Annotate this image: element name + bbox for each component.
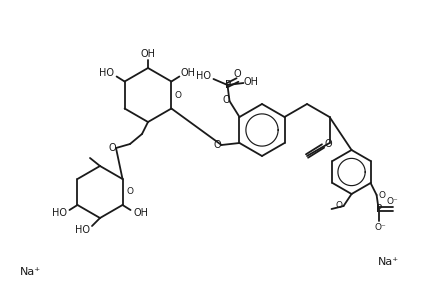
Text: P: P: [376, 204, 383, 214]
Text: OH: OH: [133, 208, 148, 218]
Text: O⁻: O⁻: [387, 198, 399, 207]
Text: Na⁺: Na⁺: [20, 267, 41, 277]
Text: O: O: [234, 69, 241, 79]
Text: P: P: [225, 80, 232, 90]
Text: O: O: [126, 187, 133, 196]
Text: OH: OH: [244, 77, 259, 87]
Text: O: O: [324, 139, 332, 149]
Text: HO: HO: [196, 71, 211, 81]
Text: Na⁺: Na⁺: [378, 257, 399, 267]
Text: OH: OH: [181, 68, 196, 79]
Text: O: O: [175, 91, 182, 100]
Text: HO: HO: [52, 208, 67, 218]
Text: O⁻: O⁻: [375, 222, 386, 231]
Text: O: O: [335, 202, 342, 210]
Text: O: O: [378, 190, 385, 199]
Text: HO: HO: [75, 225, 89, 235]
Text: O: O: [214, 140, 221, 150]
Text: HO: HO: [99, 68, 114, 79]
Text: O: O: [108, 143, 116, 153]
Text: O: O: [223, 95, 230, 105]
Text: OH: OH: [140, 49, 156, 59]
